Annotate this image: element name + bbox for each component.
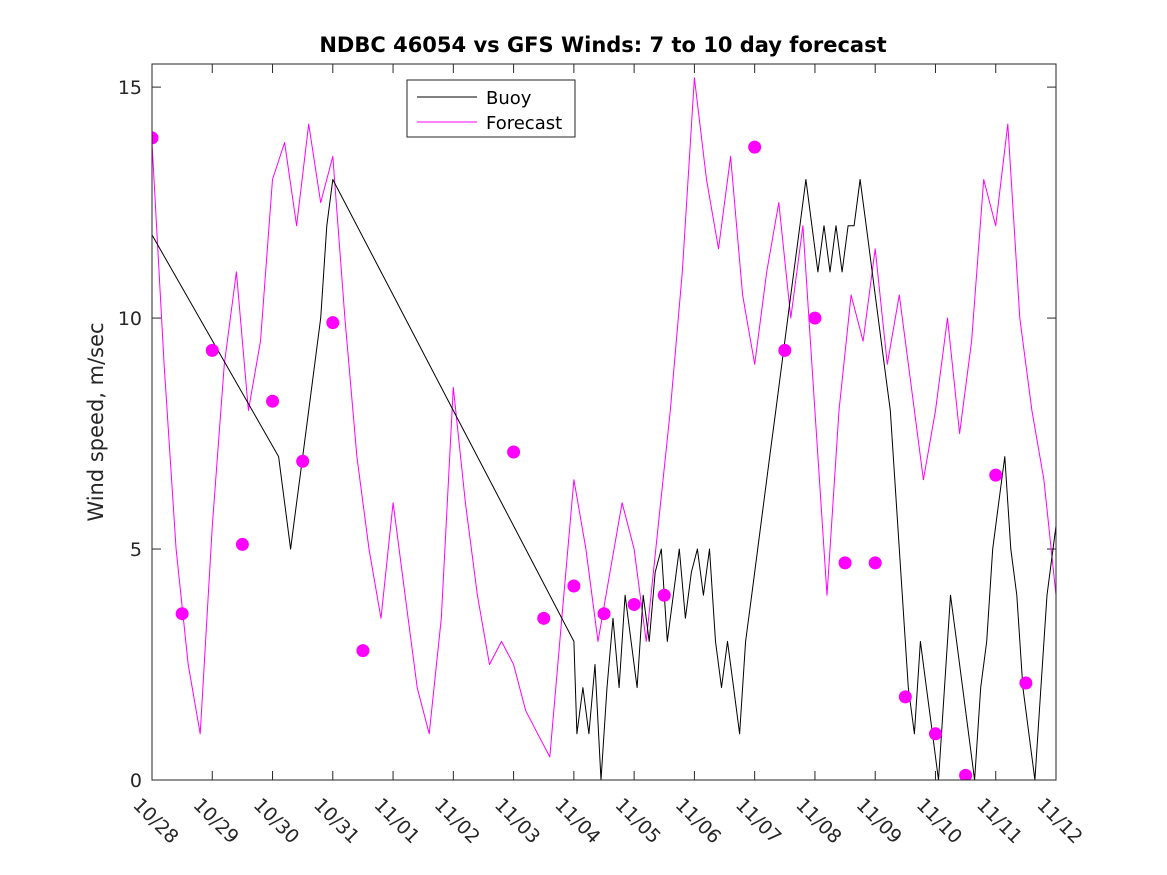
forecast-marker (205, 343, 219, 357)
plot-background (152, 64, 1056, 780)
forecast-marker (1019, 676, 1033, 690)
forecast-marker (778, 343, 792, 357)
forecast-marker (235, 537, 249, 551)
forecast-marker (989, 468, 1003, 482)
plot-area (151, 63, 1057, 781)
forecast-marker (152, 131, 159, 145)
forecast-marker (507, 445, 521, 459)
y-tick-label: 5 (130, 539, 142, 561)
series-line-forecast (152, 77, 1056, 758)
plot-frame (151, 63, 1057, 781)
forecast-marker (296, 454, 310, 468)
forecast-marker (326, 316, 340, 330)
forecast-marker (627, 597, 641, 611)
forecast-marker (266, 394, 280, 408)
y-tick-label: 0 (130, 770, 142, 792)
legend: Buoy Forecast (406, 79, 576, 138)
forecast-marker (597, 607, 611, 621)
forecast-marker (898, 690, 912, 704)
y-tick-label: 10 (118, 308, 142, 330)
series-line-buoy (152, 179, 1056, 780)
forecast-marker (838, 556, 852, 570)
forecast-marker (868, 556, 882, 570)
chart-title: NDBC 46054 vs GFS Winds: 7 to 10 day for… (319, 33, 886, 57)
forecast-marker (657, 588, 671, 602)
legend-forecast-label: Forecast (486, 113, 562, 134)
forecast-marker (748, 140, 762, 154)
forecast-marker (808, 311, 822, 325)
forecast-marker (567, 579, 581, 593)
forecast-marker (959, 768, 973, 780)
y-axis-label: Wind speed, m/sec (84, 322, 108, 521)
forecast-marker (537, 611, 551, 625)
y-tick-label: 15 (118, 77, 142, 99)
legend-box (406, 79, 576, 138)
legend-buoy-label: Buoy (486, 88, 532, 109)
forecast-marker (928, 727, 942, 741)
forecast-marker (356, 644, 370, 658)
forecast-marker (175, 607, 189, 621)
